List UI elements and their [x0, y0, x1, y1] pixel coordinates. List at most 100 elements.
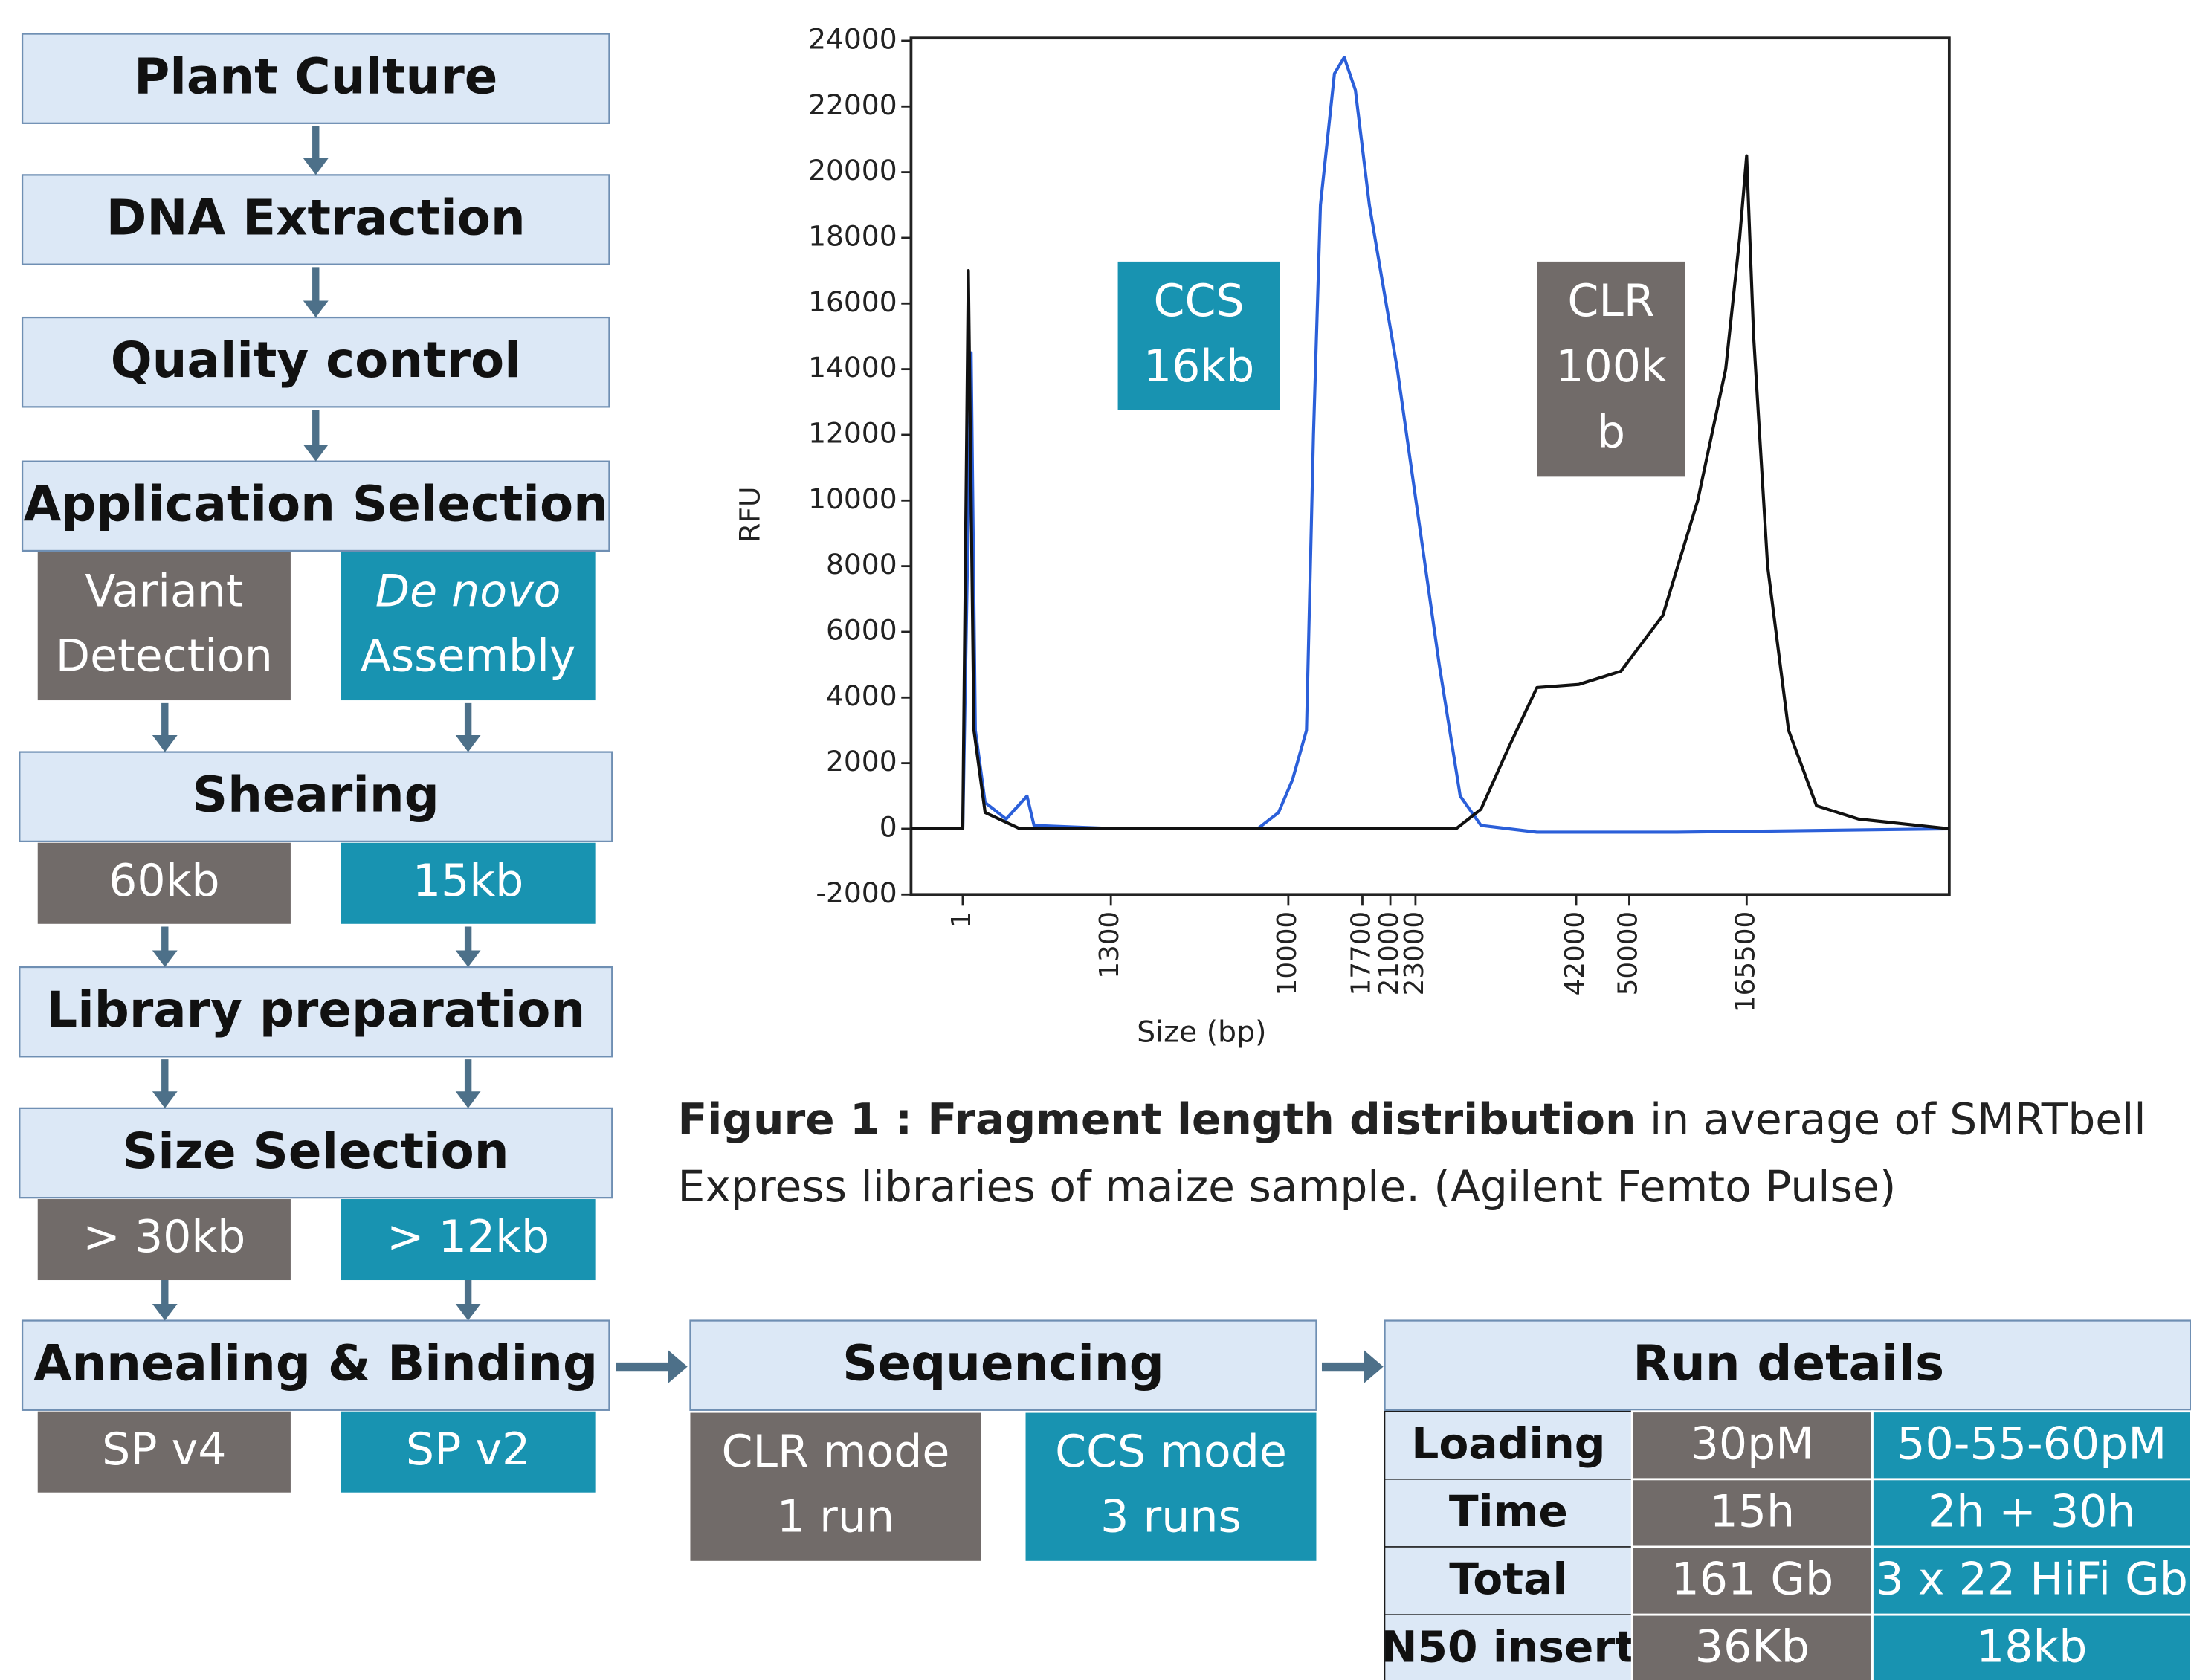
- table-cell-text: Loading: [1411, 1418, 1605, 1469]
- y-tick-label: 12000: [808, 416, 897, 449]
- annotation-box: [1537, 261, 1685, 477]
- table-cell-text: 15h: [1710, 1485, 1795, 1537]
- x-tick-label: 1300: [1094, 911, 1125, 979]
- option-text: 15kb: [413, 855, 524, 907]
- x-tick-label: 10000: [1272, 911, 1303, 996]
- caption-bold: Figure 1 : Fragment length distribution: [678, 1094, 1636, 1145]
- table-cell-text: 36Kb: [1695, 1621, 1810, 1673]
- option-text: 60kb: [109, 855, 220, 907]
- arrow-head: [303, 445, 329, 462]
- option-box: [690, 1412, 981, 1561]
- option-box: [341, 842, 596, 924]
- annotation-text: 100k: [1555, 340, 1667, 392]
- option-text: CLR mode: [721, 1426, 949, 1478]
- option-box: [341, 552, 596, 701]
- step-label: DNA Extraction: [106, 189, 526, 246]
- y-tick-label: -2000: [816, 876, 897, 909]
- option-text: 1 run: [777, 1490, 894, 1542]
- table-cell-text: 2h + 30h: [1928, 1485, 2136, 1537]
- table-cell-text: 3 x 22 HiFi Gb: [1876, 1554, 2188, 1606]
- figure-caption: Express libraries of maize sample. (Agil…: [678, 1161, 1897, 1212]
- option-box: [1025, 1412, 1317, 1561]
- table-cell-text: 18kb: [1976, 1621, 2088, 1673]
- y-tick-label: 16000: [808, 285, 897, 318]
- step-label: Sequencing: [842, 1335, 1164, 1392]
- y-tick-label: 20000: [808, 154, 897, 187]
- option-text: SP v2: [406, 1424, 530, 1476]
- annotation-box: [1117, 261, 1280, 410]
- step-label: Annealing & Binding: [33, 1335, 598, 1392]
- option-text: De novo: [375, 565, 561, 617]
- option-text: Variant: [85, 565, 243, 617]
- table-cell-text: Total: [1449, 1554, 1567, 1604]
- y-tick-label: 0: [880, 810, 897, 843]
- caption-text: in average of SMRTbell: [1636, 1094, 2146, 1145]
- y-tick-label: 8000: [826, 548, 897, 581]
- table-cell: [1384, 1410, 1633, 1480]
- option-text: > 30kb: [83, 1211, 245, 1263]
- step-box: [19, 966, 613, 1058]
- y-tick-label: 24000: [808, 22, 897, 55]
- annotation-text: 16kb: [1143, 340, 1255, 392]
- step-label: Library preparation: [46, 981, 585, 1038]
- annotation-text: b: [1597, 407, 1625, 459]
- arrow-head: [455, 1091, 481, 1108]
- option-box: [341, 1411, 596, 1493]
- arrow-head: [455, 950, 481, 968]
- y-tick-label: 4000: [826, 679, 897, 712]
- arrow-head: [152, 735, 178, 752]
- x-tick-label: 165500: [1730, 911, 1761, 1012]
- option-box: [37, 842, 291, 924]
- x-tick-label: 21000: [1374, 911, 1404, 996]
- table-cell: [1871, 1613, 2191, 1680]
- option-text: > 12kb: [387, 1211, 549, 1263]
- x-tick-label: 50000: [1613, 911, 1643, 996]
- y-tick-label: 10000: [808, 482, 897, 515]
- step-label: Size Selection: [123, 1122, 509, 1180]
- table-cell-text: Time: [1449, 1486, 1568, 1537]
- x-tick-label: 17700: [1346, 911, 1376, 996]
- arrow-head: [668, 1350, 688, 1384]
- step-label: Application Selection: [24, 476, 608, 533]
- step-box: [21, 316, 610, 408]
- y-tick-label: 22000: [808, 88, 897, 121]
- option-box: [341, 1199, 596, 1281]
- arrow-head: [152, 1303, 178, 1321]
- x-tick-label: 1: [946, 911, 977, 928]
- table-cell: [1630, 1613, 1874, 1680]
- y-tick-label: 6000: [826, 613, 897, 646]
- table-title: Run details: [1633, 1335, 1944, 1392]
- step-box: [689, 1319, 1317, 1411]
- option-text: SP v4: [102, 1424, 226, 1476]
- step-box: [21, 1319, 610, 1411]
- x-tick-label: 23000: [1399, 911, 1430, 996]
- arrow-head: [152, 950, 178, 968]
- table-cell: [1871, 1545, 2191, 1616]
- arrow-head: [455, 1303, 481, 1321]
- option-text: CCS mode: [1055, 1426, 1287, 1478]
- table-cell: [1871, 1478, 2191, 1548]
- table-cell: [1384, 1479, 1633, 1548]
- annotation-text: CLR: [1567, 275, 1654, 327]
- y-tick-label: 14000: [808, 351, 897, 384]
- table-cell-text: 161 Gb: [1671, 1554, 1834, 1606]
- option-box: [37, 1411, 291, 1493]
- arrow-head: [303, 158, 329, 175]
- step-box: [19, 1107, 613, 1199]
- annotation-text: CCS: [1154, 275, 1245, 327]
- step-box: [21, 33, 610, 124]
- table-cell-text: 50-55-60pM: [1897, 1418, 2166, 1470]
- x-axis-label: Size (bp): [1137, 1015, 1266, 1050]
- figure-caption: Figure 1 : Fragment length distribution …: [678, 1094, 2146, 1145]
- option-box: [37, 1199, 291, 1281]
- step-box: [19, 751, 613, 843]
- step-label: Shearing: [193, 766, 439, 824]
- table-cell-text: 30pM: [1691, 1418, 1815, 1470]
- step-box: [21, 460, 610, 552]
- y-tick-label: 2000: [826, 745, 897, 778]
- option-box: [37, 552, 291, 701]
- arrow-head: [303, 300, 329, 318]
- table-cell-text: N50 insert: [1381, 1621, 1636, 1672]
- arrow-head: [455, 735, 481, 752]
